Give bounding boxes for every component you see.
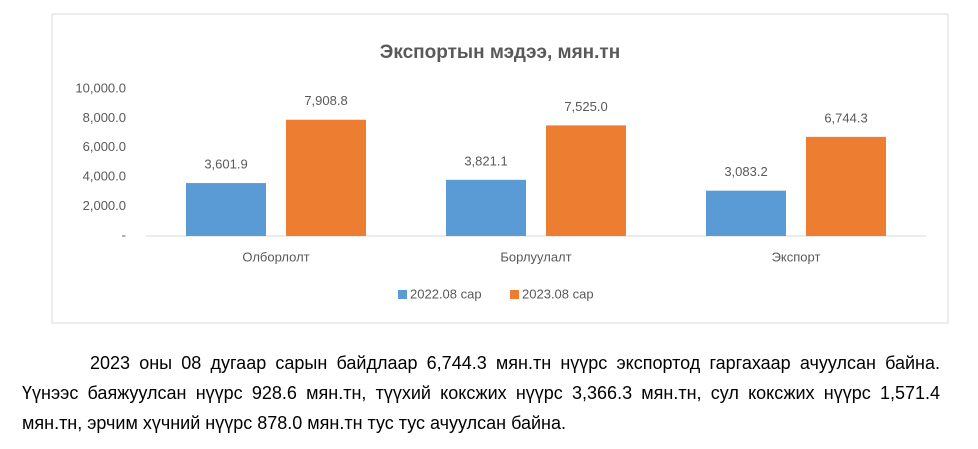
legend-label: 2022.08 сар	[410, 286, 482, 301]
y-tick-label: 2,000.0	[83, 198, 126, 213]
x-tick-label: Борлуулалт	[500, 249, 571, 264]
y-tick-label: 10,000.0	[75, 80, 126, 95]
x-tick-label: Олборлолт	[242, 249, 309, 264]
bar	[446, 179, 526, 236]
data-label: 7,908.8	[304, 93, 347, 108]
y-tick-label: 8,000.0	[83, 110, 126, 125]
chart-title: Экспортын мэдээ, мян.тн	[380, 42, 620, 63]
data-label: 3,083.2	[724, 164, 767, 179]
bar	[546, 125, 626, 236]
legend-label: 2023.08 сар	[522, 286, 594, 301]
chart-frame	[51, 13, 949, 324]
bar	[806, 136, 886, 236]
bar	[706, 190, 786, 236]
paragraph: 2023 оны 08 дугаар сарын байдлаар 6,744.…	[22, 353, 940, 433]
y-tick-label: -	[122, 227, 126, 242]
legend-swatch	[510, 290, 519, 299]
chart: Экспортын мэдээ, мян.тн - 2,000.0 4,000.0 6…	[51, 13, 949, 324]
data-label: 7,525.0	[564, 99, 607, 114]
y-tick-label: 6,000.0	[83, 139, 126, 154]
bar	[286, 119, 366, 236]
y-tick-label: 4,000.0	[83, 169, 126, 184]
x-tick-label: Экспорт	[772, 249, 821, 264]
data-label: 3,601.9	[204, 156, 247, 171]
legend-swatch	[398, 290, 407, 299]
bar	[186, 183, 266, 236]
data-label: 3,821.1	[464, 153, 507, 168]
data-label: 6,744.3	[824, 110, 867, 125]
